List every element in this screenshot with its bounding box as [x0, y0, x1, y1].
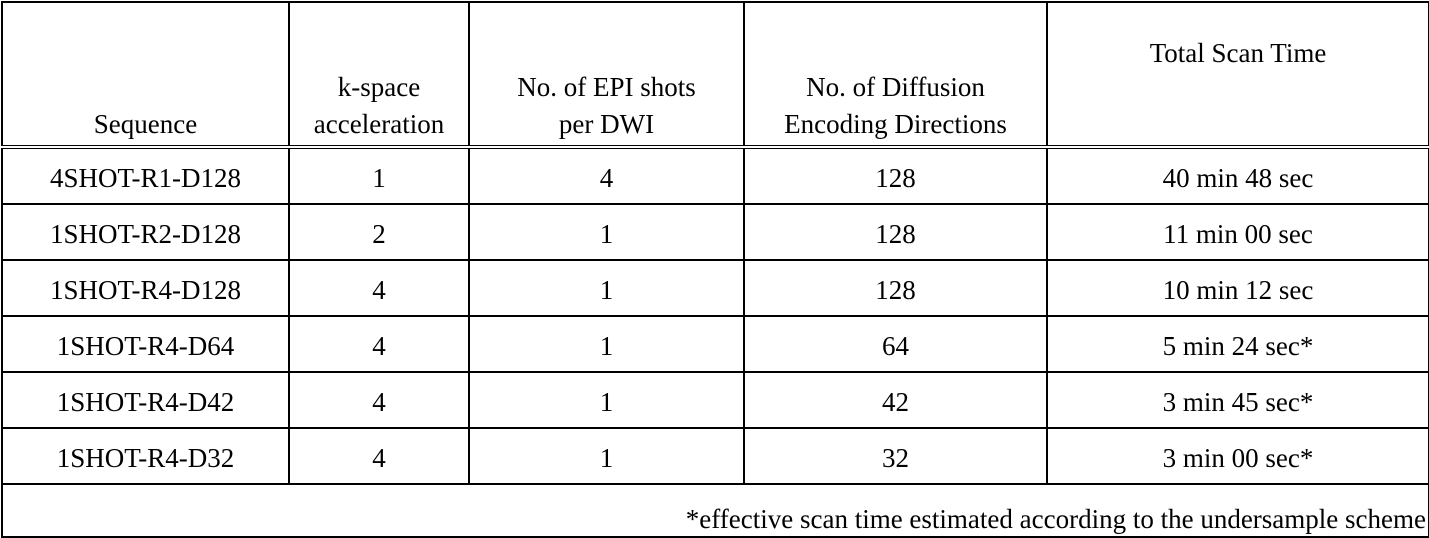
header-cell: No. of Diffusion Encoding Directions — [743, 1, 1048, 148]
table-cell: 1SHOT-R4-D32 — [1, 427, 290, 485]
table-cell: 1SHOT-R2-D128 — [1, 203, 290, 261]
table-cell: 1 — [468, 203, 745, 261]
header-text: acceleration — [313, 109, 445, 139]
header-text: per DWI — [558, 109, 655, 139]
table-cell: 4 — [288, 259, 470, 317]
table-row: 1SHOT-R4-D42 4 1 42 3 min 45 sec* — [1, 371, 1429, 429]
table-row: 1SHOT-R4-D64 4 1 64 5 min 24 sec* — [1, 315, 1429, 373]
table-cell: 2 — [288, 203, 470, 261]
table-row: 1SHOT-R4-D32 4 1 32 3 min 00 sec* — [1, 427, 1429, 485]
header-cell: Sequence — [1, 1, 290, 148]
table-cell: 5 min 24 sec* — [1046, 315, 1429, 373]
header-text: k-space — [337, 72, 421, 102]
header-row: Sequence k-space acceleration No. of EPI sh… — [1, 1, 1429, 148]
table-footer: *effective scan time estimated according… — [1, 483, 1429, 538]
table-cell: 3 min 00 sec* — [1046, 427, 1429, 485]
table-body: 4SHOT-R1-D128 1 4 128 40 min 48 sec 1SHOT-R2-… — [1, 146, 1429, 485]
table-cell: 4 — [288, 315, 470, 373]
table-cell: 4 — [288, 371, 470, 429]
table-cell: 10 min 12 sec — [1046, 259, 1429, 317]
table-row: 1SHOT-R2-D128 2 1 128 11 min 00 sec — [1, 203, 1429, 261]
table-cell: 128 — [743, 146, 1048, 205]
table-cell: 42 — [743, 371, 1048, 429]
table-cell: 40 min 48 sec — [1046, 146, 1429, 205]
table-cell: 1SHOT-R4-D64 — [1, 315, 290, 373]
table-cell: 128 — [743, 203, 1048, 261]
table-cell: 1SHOT-R4-D42 — [1, 371, 290, 429]
header-text: Encoding Directions — [784, 109, 1007, 139]
header-text: No. of EPI shots — [517, 72, 696, 102]
table-cell: 4 — [288, 427, 470, 485]
header-text: Total Scan Time — [1149, 38, 1327, 68]
table-cell: 32 — [743, 427, 1048, 485]
table-cell: 128 — [743, 259, 1048, 317]
table-cell: 4 — [468, 146, 745, 205]
header-text: No. of Diffusion — [806, 72, 985, 102]
table-cell: 1 — [288, 146, 470, 205]
header-cell: No. of EPI shots per DWI — [468, 1, 745, 148]
footnote: *effective scan time estimated according… — [1, 483, 1429, 538]
table-header: Sequence k-space acceleration No. of EPI sh… — [1, 1, 1429, 148]
table-cell: 1 — [468, 315, 745, 373]
table-row: 4SHOT-R1-D128 1 4 128 40 min 48 sec — [1, 146, 1429, 205]
table-cell: 1 — [468, 259, 745, 317]
table-cell: 3 min 45 sec* — [1046, 371, 1429, 429]
table-cell: 1 — [468, 371, 745, 429]
table-cell: 4SHOT-R1-D128 — [1, 146, 290, 205]
header-cell: Total Scan Time — [1046, 1, 1429, 148]
table-cell: 11 min 00 sec — [1046, 203, 1429, 261]
header-text: Sequence — [93, 109, 198, 139]
table-cell: 64 — [743, 315, 1048, 373]
header-cell: k-space acceleration — [288, 1, 470, 148]
table-row: 1SHOT-R4-D128 4 1 128 10 min 12 sec — [1, 259, 1429, 317]
table-cell: 1SHOT-R4-D128 — [1, 259, 290, 317]
table-cell: 1 — [468, 427, 745, 485]
